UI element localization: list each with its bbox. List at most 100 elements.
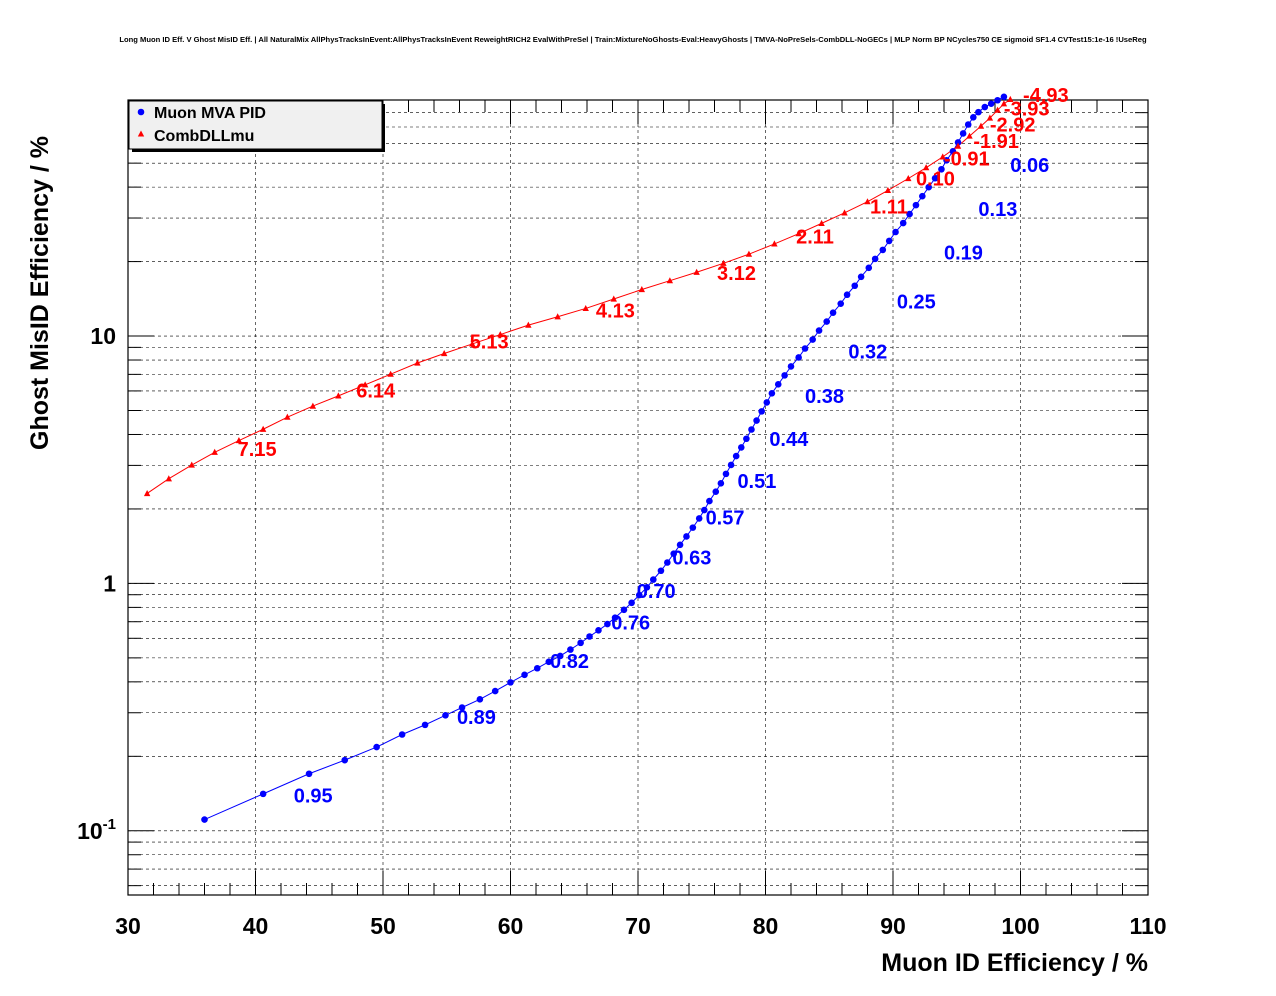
data-point-combdllmu — [1000, 100, 1008, 107]
legend: Muon MVA PID CombDLLmu — [128, 100, 385, 152]
data-point-combdllmu — [361, 381, 369, 388]
data-point-muon-mva-pid — [398, 731, 406, 738]
point-label-muon-mva-pid: 0.13 — [978, 199, 1017, 221]
data-point-muon-mva-pid — [768, 389, 776, 397]
data-point-muon-mva-pid — [620, 606, 628, 614]
point-label-muon-mva-pid: 0.44 — [769, 429, 809, 451]
data-point-combdllmu — [922, 164, 930, 171]
data-point-muon-mva-pid — [899, 219, 907, 227]
data-point-muon-mva-pid — [987, 100, 995, 107]
data-point-muon-mva-pid — [421, 721, 429, 729]
data-point-muon-mva-pid — [994, 96, 1001, 104]
data-point-combdllmu — [414, 359, 421, 366]
x-tick-label: 40 — [243, 913, 269, 939]
data-point-muon-mva-pid — [521, 671, 528, 679]
x-tick-label: 30 — [115, 913, 141, 939]
point-label-muon-mva-pid: 0.89 — [457, 707, 496, 729]
data-point-combdllmu — [939, 153, 946, 160]
legend-label-combdllmu: CombDLLmu — [154, 128, 254, 145]
data-point-muon-mva-pid — [491, 687, 499, 695]
data-point-muon-mva-pid — [919, 192, 926, 200]
data-point-muon-mva-pid — [458, 704, 466, 711]
point-label-combdllmu: -0.91 — [944, 148, 990, 170]
chart-title: Long Muon ID Eff. V Ghost MisID Eff. | A… — [119, 35, 1147, 44]
data-point-muon-mva-pid — [763, 399, 771, 406]
data-point-muon-mva-pid — [604, 620, 611, 628]
point-label-combdllmu: 5.13 — [470, 332, 509, 354]
data-point-muon-mva-pid — [837, 300, 845, 307]
data-point-combdllmu — [638, 286, 646, 293]
data-point-combdllmu — [966, 132, 973, 139]
data-point-muon-mva-pid — [650, 576, 657, 583]
data-point-muon-mva-pid — [643, 584, 651, 591]
point-label-muon-mva-pid: 0.82 — [550, 651, 589, 673]
point-label-muon-mva-pid: 0.32 — [848, 342, 887, 364]
point-label-combdllmu: -3.93 — [1004, 98, 1050, 120]
x-tick-label: 110 — [1129, 913, 1166, 939]
data-point-combdllmu — [610, 295, 617, 302]
x-tick-label: 70 — [625, 913, 651, 939]
data-point-combdllmu — [165, 475, 172, 482]
data-point-muon-mva-pid — [727, 461, 735, 469]
data-point-muon-mva-pid — [676, 541, 684, 549]
data-point-muon-mva-pid — [885, 237, 893, 245]
data-point-combdllmu — [259, 425, 267, 432]
data-point-muon-mva-pid — [712, 488, 720, 496]
data-point-combdllmu — [188, 461, 195, 468]
data-point-muon-mva-pid — [981, 103, 989, 111]
series-markers-muon-mva-pid — [201, 93, 1008, 823]
data-point-muon-mva-pid — [823, 318, 830, 325]
x-tick-label: 80 — [753, 913, 779, 939]
data-point-muon-mva-pid — [706, 497, 713, 505]
point-label-combdllmu: 4.13 — [596, 300, 635, 322]
data-point-muon-mva-pid — [577, 639, 584, 647]
y-tick-label: 10-1 — [77, 816, 116, 844]
data-point-muon-mva-pid — [595, 627, 602, 634]
data-point-muon-mva-pid — [871, 255, 879, 263]
x-axis-label: Muon ID Efficiency / % — [881, 949, 1148, 977]
legend-box — [128, 100, 383, 150]
data-point-combdllmu — [469, 340, 476, 347]
data-point-combdllmu — [864, 198, 871, 205]
data-point-muon-mva-pid — [545, 658, 553, 666]
data-point-muon-mva-pid — [781, 372, 788, 379]
data-point-muon-mva-pid — [722, 470, 730, 478]
data-point-combdllmu — [954, 142, 962, 149]
data-point-combdllmu — [235, 437, 243, 444]
data-point-combdllmu — [795, 230, 802, 237]
series-markers-combdllmu — [143, 95, 1014, 497]
data-point-muon-mva-pid — [683, 533, 690, 540]
data-point-muon-mva-pid — [556, 652, 564, 660]
point-labels: 0.95 0.89 0.82 0.76 0.70 0.63 0.57 0.51 0.44 0.38… — [238, 85, 1069, 808]
x-tick-label: 50 — [370, 913, 396, 939]
point-label-combdllmu: 6.14 — [356, 380, 396, 402]
data-point-muon-mva-pid — [341, 756, 349, 764]
data-point-muon-mva-pid — [373, 743, 380, 751]
data-point-muon-mva-pid — [305, 770, 313, 778]
data-point-muon-mva-pid — [1000, 93, 1008, 101]
point-label-combdllmu: -1.91 — [973, 131, 1019, 153]
point-label-combdllmu: 2.11 — [796, 226, 834, 248]
point-label-muon-mva-pid: 0.63 — [672, 547, 711, 569]
data-point-combdllmu — [666, 277, 674, 284]
point-label-combdllmu: 0.10 — [916, 169, 955, 191]
data-point-muon-mva-pid — [949, 148, 957, 155]
data-point-muon-mva-pid — [533, 664, 541, 672]
data-point-muon-mva-pid — [774, 381, 782, 388]
data-point-muon-mva-pid — [628, 599, 635, 607]
point-label-combdllmu: 3.12 — [717, 263, 756, 285]
data-point-muon-mva-pid — [938, 165, 945, 173]
data-point-muon-mva-pid — [670, 550, 677, 557]
data-point-muon-mva-pid — [795, 354, 802, 361]
point-label-combdllmu: 7.15 — [238, 439, 277, 461]
data-point-muon-mva-pid — [701, 506, 708, 514]
data-point-combdllmu — [818, 219, 825, 226]
data-point-muon-mva-pid — [586, 633, 593, 640]
point-label-muon-mva-pid: 0.51 — [737, 471, 776, 493]
data-point-combdllmu — [986, 114, 994, 121]
data-point-muon-mva-pid — [737, 444, 745, 451]
data-point-muon-mva-pid — [857, 273, 865, 281]
point-label-muon-mva-pid: 0.70 — [637, 581, 676, 603]
data-point-muon-mva-pid — [657, 567, 665, 575]
